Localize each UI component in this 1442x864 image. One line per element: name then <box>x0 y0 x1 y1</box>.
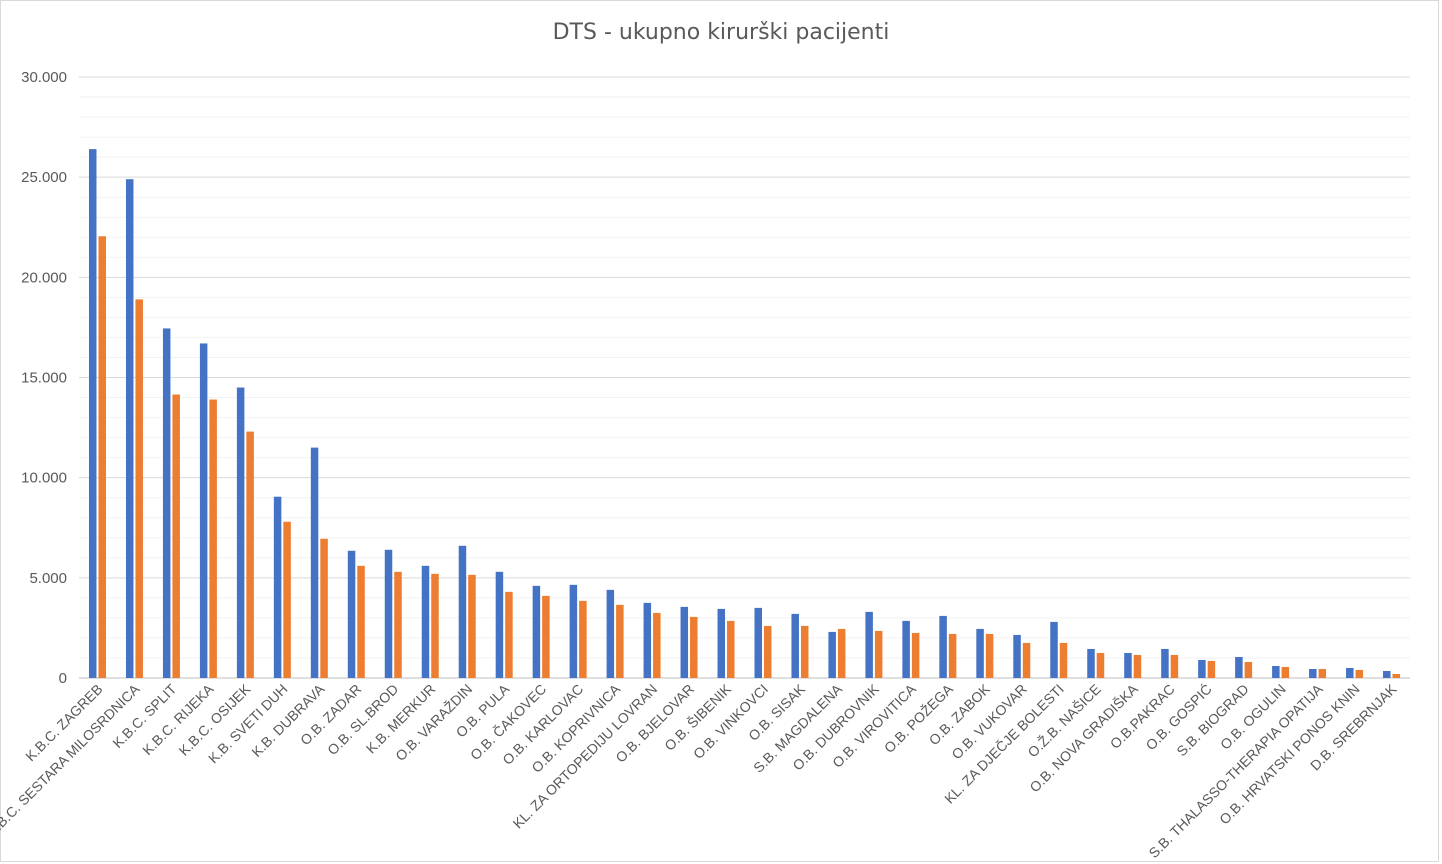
bar-series-1 <box>1235 656 1243 678</box>
bar-series-2 <box>135 299 143 678</box>
bar-series-1 <box>273 496 282 678</box>
bar-series-1 <box>569 584 578 678</box>
bar-series-1 <box>1346 667 1354 678</box>
bar-series-1 <box>495 571 504 678</box>
bar-series-2 <box>320 538 328 678</box>
bar-series-1 <box>717 608 726 678</box>
y-tick-label: 30.000 <box>21 69 67 86</box>
y-tick-label: 5.000 <box>29 570 67 587</box>
bar-series-1 <box>1383 670 1391 678</box>
y-tick-label: 25.000 <box>21 169 67 186</box>
bar-series-1 <box>643 602 652 678</box>
y-tick-label: 10.000 <box>21 470 67 487</box>
bar-series-2 <box>1096 652 1105 678</box>
bar-series-1 <box>421 565 430 678</box>
bar-series-1 <box>236 387 245 678</box>
bar-series-2 <box>431 573 439 678</box>
bar-series-1 <box>162 328 171 678</box>
bar-series-2 <box>1207 660 1216 678</box>
y-tick-label: 0 <box>59 670 67 687</box>
bar-series-1 <box>1198 659 1206 678</box>
bar-series-2 <box>505 591 513 678</box>
bar-series-2 <box>800 625 809 678</box>
bar-series-2 <box>653 612 661 678</box>
bar-series-1 <box>125 179 134 679</box>
bar-series-1 <box>680 606 689 678</box>
bar-series-1 <box>199 343 208 678</box>
bar-series-1 <box>976 628 984 678</box>
bar-series-2 <box>246 431 254 678</box>
bar-series-2 <box>394 571 402 678</box>
bar-series-1 <box>1050 621 1058 678</box>
bar-series-2 <box>763 625 772 678</box>
bar-series-2 <box>985 633 994 678</box>
bar-series-1 <box>606 589 615 678</box>
bar-series-1 <box>865 611 873 678</box>
bar-series-2 <box>1059 642 1068 678</box>
bar-series-1 <box>1309 668 1317 678</box>
bar-series-1 <box>902 620 910 678</box>
bar-series-2 <box>542 595 550 678</box>
bar-series-1 <box>828 631 836 678</box>
bar-series-2 <box>209 399 217 678</box>
bar-series-1 <box>347 550 356 678</box>
bar-series-2 <box>1022 642 1031 678</box>
bar-series-2 <box>579 600 587 678</box>
bar-series-1 <box>1087 648 1095 678</box>
bar-series-1 <box>1124 652 1132 678</box>
bar-series-2 <box>468 574 476 678</box>
bar-series-1 <box>791 613 799 678</box>
bar-series-2 <box>616 604 624 678</box>
bar-series-2 <box>911 632 920 678</box>
bar-series-2 <box>874 630 883 678</box>
bar-series-1 <box>88 149 97 678</box>
bar-series-1 <box>1013 634 1021 678</box>
bar-series-1 <box>532 585 541 678</box>
bar-series-2 <box>948 633 957 678</box>
bar-series-2 <box>1392 673 1401 678</box>
bar-series-2 <box>1281 666 1290 678</box>
bar-series-2 <box>283 521 291 678</box>
bar-series-1 <box>1161 648 1169 678</box>
y-tick-label: 20.000 <box>21 269 67 286</box>
bar-series-2 <box>1170 654 1179 678</box>
bar-series-2 <box>98 236 106 678</box>
bar-series-2 <box>727 620 735 678</box>
bar-series-2 <box>1133 654 1142 678</box>
bar-series-1 <box>310 447 319 678</box>
bar-series-1 <box>1272 665 1280 678</box>
chart-title: DTS - ukupno kirurški pacijenti <box>552 20 890 45</box>
bar-series-1 <box>939 615 947 678</box>
bar-series-1 <box>754 607 762 678</box>
bar-series-2 <box>357 565 365 678</box>
bar-series-2 <box>1318 668 1327 678</box>
bar-series-2 <box>1244 661 1253 678</box>
bar-series-1 <box>384 549 393 678</box>
bar-series-2 <box>837 628 846 678</box>
bar-series-2 <box>690 616 698 678</box>
bar-series-2 <box>1355 669 1364 678</box>
bar-series-2 <box>172 394 180 678</box>
bar-series-1 <box>458 545 467 678</box>
y-tick-label: 15.000 <box>21 370 67 387</box>
